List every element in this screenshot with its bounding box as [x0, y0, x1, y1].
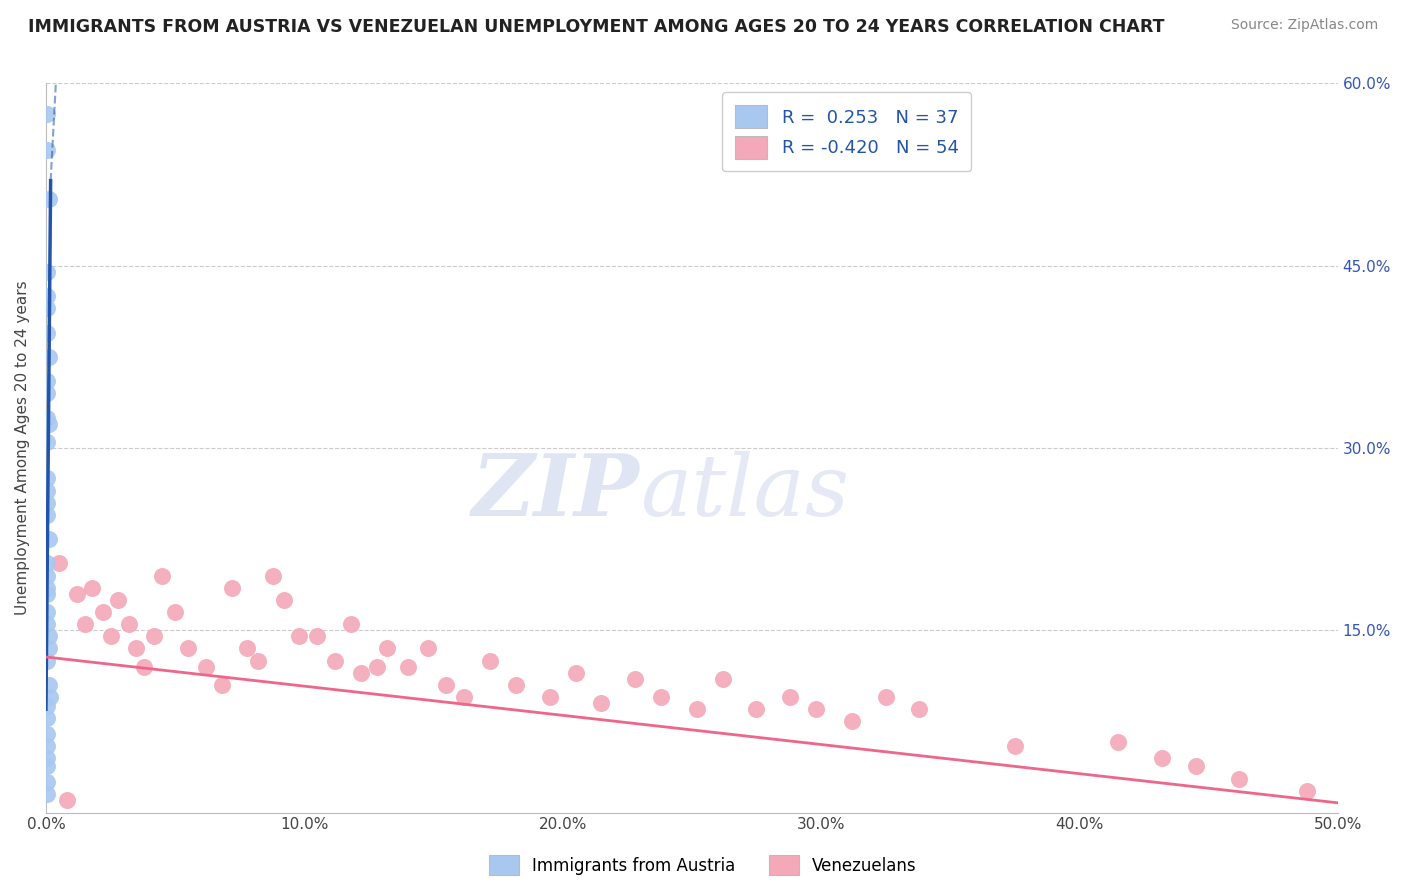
- Point: [150, 568, 173, 582]
- Point: [37, 617, 59, 632]
- Point: [38, 350, 60, 364]
- Point: [538, 690, 561, 705]
- Point: [37, 751, 59, 765]
- Point: [38, 417, 60, 431]
- Point: [1229, 772, 1251, 786]
- Point: [37, 326, 59, 340]
- Point: [745, 702, 768, 716]
- Legend: Immigrants from Austria, Venezuelans: Immigrants from Austria, Venezuelans: [481, 847, 925, 884]
- Point: [340, 617, 363, 632]
- Text: Source: ZipAtlas.com: Source: ZipAtlas.com: [1230, 18, 1378, 32]
- Point: [366, 659, 388, 673]
- Point: [1004, 739, 1026, 753]
- Point: [1295, 783, 1317, 797]
- Point: [177, 641, 200, 656]
- Point: [38, 629, 60, 643]
- Point: [38, 678, 60, 692]
- Point: [1184, 759, 1206, 773]
- Point: [165, 605, 187, 619]
- Point: [1150, 751, 1173, 765]
- Point: [37, 568, 59, 582]
- Point: [38, 192, 60, 206]
- Point: [564, 665, 586, 680]
- Point: [38, 641, 60, 656]
- Point: [37, 587, 59, 601]
- Point: [37, 726, 59, 740]
- Point: [350, 665, 373, 680]
- Point: [37, 787, 59, 801]
- Point: [323, 654, 346, 668]
- Point: [37, 301, 59, 316]
- Point: [37, 557, 59, 571]
- Point: [37, 434, 59, 449]
- Point: [875, 690, 897, 705]
- Point: [37, 471, 59, 485]
- Point: [246, 654, 269, 668]
- Point: [221, 581, 243, 595]
- Point: [37, 759, 59, 773]
- Legend: R =  0.253   N = 37, R = -0.420   N = 54: R = 0.253 N = 37, R = -0.420 N = 54: [723, 93, 972, 171]
- Point: [37, 143, 59, 157]
- Point: [273, 593, 295, 607]
- Point: [37, 739, 59, 753]
- Point: [211, 678, 233, 692]
- Point: [37, 605, 59, 619]
- Point: [38, 532, 60, 546]
- Point: [453, 690, 475, 705]
- Point: [100, 629, 122, 643]
- Point: [37, 265, 59, 279]
- Point: [48, 557, 70, 571]
- Point: [37, 386, 59, 401]
- Point: [38, 690, 60, 705]
- Point: [307, 629, 329, 643]
- Point: [37, 654, 59, 668]
- Text: ZIP: ZIP: [472, 450, 640, 533]
- Point: [434, 678, 457, 692]
- Point: [37, 698, 59, 713]
- Point: [37, 711, 59, 725]
- Point: [624, 672, 647, 686]
- Point: [195, 659, 218, 673]
- Point: [143, 629, 166, 643]
- Y-axis label: Unemployment Among Ages 20 to 24 years: Unemployment Among Ages 20 to 24 years: [15, 281, 30, 615]
- Point: [236, 641, 259, 656]
- Point: [779, 690, 801, 705]
- Text: atlas: atlas: [640, 450, 849, 533]
- Point: [37, 581, 59, 595]
- Point: [711, 672, 734, 686]
- Point: [591, 696, 613, 710]
- Point: [37, 496, 59, 510]
- Point: [91, 605, 114, 619]
- Point: [1107, 735, 1129, 749]
- Point: [37, 775, 59, 789]
- Point: [134, 659, 156, 673]
- Point: [66, 587, 89, 601]
- Point: [37, 410, 59, 425]
- Point: [37, 374, 59, 388]
- Point: [418, 641, 440, 656]
- Point: [37, 107, 59, 121]
- Point: [908, 702, 931, 716]
- Point: [73, 617, 96, 632]
- Point: [125, 641, 148, 656]
- Point: [37, 483, 59, 498]
- Point: [117, 617, 139, 632]
- Point: [804, 702, 827, 716]
- Point: [650, 690, 672, 705]
- Point: [37, 289, 59, 303]
- Point: [107, 593, 129, 607]
- Point: [505, 678, 527, 692]
- Point: [686, 702, 709, 716]
- Point: [479, 654, 502, 668]
- Point: [37, 508, 59, 522]
- Point: [288, 629, 311, 643]
- Point: [375, 641, 398, 656]
- Text: IMMIGRANTS FROM AUSTRIA VS VENEZUELAN UNEMPLOYMENT AMONG AGES 20 TO 24 YEARS COR: IMMIGRANTS FROM AUSTRIA VS VENEZUELAN UN…: [28, 18, 1164, 36]
- Point: [396, 659, 419, 673]
- Point: [262, 568, 284, 582]
- Point: [55, 793, 77, 807]
- Point: [82, 581, 104, 595]
- Point: [841, 714, 863, 729]
